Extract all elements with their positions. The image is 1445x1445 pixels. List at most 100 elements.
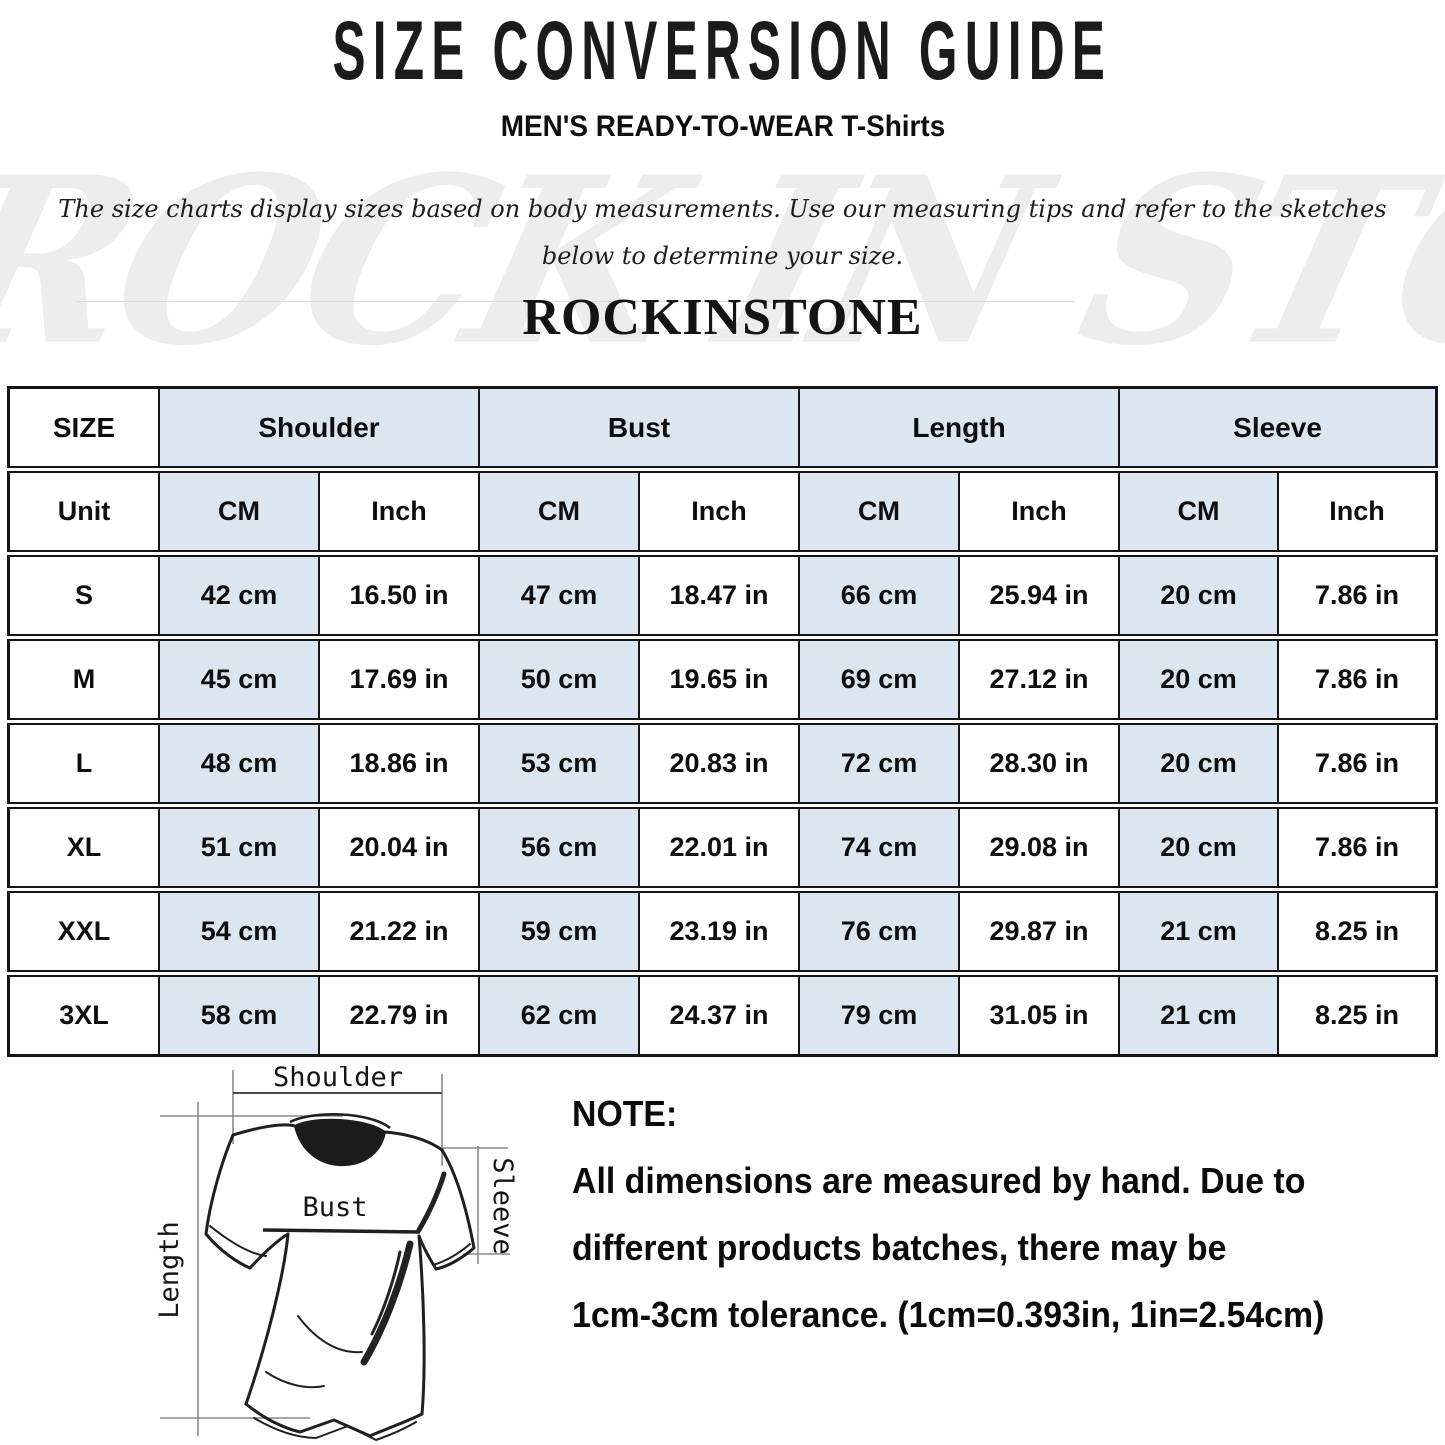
- size-label: XL: [7, 807, 160, 888]
- table-cell: 51 cm: [160, 807, 320, 888]
- unit-header-cm: CM: [800, 471, 961, 552]
- note-heading: NOTE:: [572, 1093, 678, 1134]
- table-cell: 20.83 in: [640, 723, 801, 804]
- table-row: S 42 cm 16.50 in 47 cm 18.47 in 66 cm 25…: [7, 555, 1439, 636]
- table-cell: 48 cm: [160, 723, 320, 804]
- table-cell: 8.25 in: [1279, 975, 1439, 1057]
- description-line-1: The size charts display sizes based on b…: [58, 195, 1387, 223]
- bust-measure-line: [262, 1228, 421, 1234]
- table-row: L 48 cm 18.86 in 53 cm 20.83 in 72 cm 28…: [7, 723, 1439, 804]
- table-cell: 17.69 in: [320, 639, 480, 720]
- table-cell: 56 cm: [480, 807, 640, 888]
- table-cell: 27.12 in: [960, 639, 1121, 720]
- length-label: Length: [154, 1221, 185, 1319]
- unit-header-inch: Inch: [640, 471, 801, 552]
- column-header-size: SIZE: [7, 386, 160, 468]
- bust-label: Bust: [302, 1192, 367, 1223]
- table-cell: 28.30 in: [960, 723, 1121, 804]
- table-cell: 20 cm: [1120, 555, 1280, 636]
- table-cell: 19.65 in: [640, 639, 801, 720]
- unit-header-cm: CM: [160, 471, 320, 552]
- table-cell: 20 cm: [1120, 807, 1280, 888]
- table-cell: 7.86 in: [1279, 723, 1439, 804]
- table-cell: 21 cm: [1120, 891, 1280, 972]
- size-label: XXL: [7, 891, 160, 972]
- table-cell: 50 cm: [480, 639, 640, 720]
- table-cell: 24.37 in: [640, 975, 801, 1057]
- column-header-length: Length: [800, 386, 1121, 468]
- unit-row-label: Unit: [7, 471, 160, 552]
- table-cell: 25.94 in: [960, 555, 1121, 636]
- column-header-bust: Bust: [480, 386, 801, 468]
- table-cell: 72 cm: [800, 723, 961, 804]
- collar-outer-line: [289, 1113, 391, 1130]
- measuring-description: The size charts display sizes based on b…: [0, 186, 1445, 280]
- table-cell: 59 cm: [480, 891, 640, 972]
- description-line-2: below to determine your size.: [541, 242, 904, 270]
- table-row: M 45 cm 17.69 in 50 cm 19.65 in 69 cm 27…: [7, 639, 1439, 720]
- note-section: NOTE: All dimensions are measured by han…: [572, 1080, 1324, 1348]
- table-row: XXL 54 cm 21.22 in 59 cm 23.19 in 76 cm …: [7, 891, 1439, 972]
- table-cell: 42 cm: [160, 555, 320, 636]
- table-cell: 54 cm: [160, 891, 320, 972]
- column-header-shoulder: Shoulder: [160, 386, 480, 468]
- unit-header-cm: CM: [1120, 471, 1280, 552]
- table-cell: 29.08 in: [960, 807, 1121, 888]
- unit-header-inch: Inch: [960, 471, 1121, 552]
- table-cell: 18.86 in: [320, 723, 480, 804]
- table-cell: 22.01 in: [640, 807, 801, 888]
- table-cell: 16.50 in: [320, 555, 480, 636]
- brand-name: ROCKINSTONE: [522, 289, 923, 346]
- table-cell: 79 cm: [800, 975, 961, 1057]
- table-cell: 74 cm: [800, 807, 961, 888]
- page-subtitle: MEN'S READY-TO-WEAR T-Shirts: [0, 110, 1445, 144]
- table-cell: 58 cm: [160, 975, 320, 1057]
- note-line-3: 1cm-3cm tolerance. (1cm=0.393in, 1in=2.5…: [572, 1294, 1325, 1335]
- table-cell: 66 cm: [800, 555, 961, 636]
- table-cell: 76 cm: [800, 891, 961, 972]
- table-cell: 8.25 in: [1279, 891, 1439, 972]
- subtitle-category: MEN'S READY-TO-WEAR: [500, 110, 834, 143]
- unit-header-inch: Inch: [320, 471, 480, 552]
- table-row-units: Unit CM Inch CM Inch CM Inch CM Inch: [7, 471, 1439, 552]
- note-line-1: All dimensions are measured by hand. Due…: [572, 1160, 1306, 1201]
- table-cell: 23.19 in: [640, 891, 801, 972]
- column-header-sleeve: Sleeve: [1120, 386, 1439, 468]
- unit-header-cm: CM: [480, 471, 640, 552]
- table-cell: 20 cm: [1120, 723, 1280, 804]
- size-label: M: [7, 639, 160, 720]
- table-cell: 18.47 in: [640, 555, 801, 636]
- table-cell: 47 cm: [480, 555, 640, 636]
- table-cell: 7.86 in: [1279, 807, 1439, 888]
- table-cell: 53 cm: [480, 723, 640, 804]
- table-cell: 69 cm: [800, 639, 961, 720]
- size-label: S: [7, 555, 160, 636]
- sleeve-label: Sleeve: [487, 1157, 518, 1255]
- size-conversion-table: SIZE Shoulder Bust Length Sleeve Unit CM…: [7, 383, 1439, 1060]
- unit-header-inch: Inch: [1279, 471, 1439, 552]
- table-cell: 31.05 in: [960, 975, 1121, 1057]
- table-cell: 21.22 in: [320, 891, 480, 972]
- table-row: 3XL 58 cm 22.79 in 62 cm 24.37 in 79 cm …: [7, 975, 1439, 1057]
- shoulder-label: Shoulder: [273, 1066, 403, 1093]
- page-title: SIZE CONVERSION GUIDE: [0, 4, 1445, 97]
- table-cell: 20.04 in: [320, 807, 480, 888]
- fold-shading: [265, 1171, 447, 1389]
- size-label: 3XL: [7, 975, 160, 1057]
- table-cell: 7.86 in: [1279, 639, 1439, 720]
- table-row: XL 51 cm 20.04 in 56 cm 22.01 in 74 cm 2…: [7, 807, 1439, 888]
- table-cell: 20 cm: [1120, 639, 1280, 720]
- tshirt-collar: [293, 1118, 387, 1167]
- tshirt-measurement-diagram: Shoulder Bust Length Sleeve: [154, 1066, 518, 1441]
- table-cell: 62 cm: [480, 975, 640, 1057]
- note-line-2: different products batches, there may be: [572, 1227, 1227, 1268]
- size-label: L: [7, 723, 160, 804]
- table-cell: 45 cm: [160, 639, 320, 720]
- divider-line: [75, 301, 1075, 302]
- tshirt-outline: [204, 1123, 476, 1441]
- table-cell: 29.87 in: [960, 891, 1121, 972]
- table-cell: 21 cm: [1120, 975, 1280, 1057]
- table-cell: 22.79 in: [320, 975, 480, 1057]
- page-title-text: SIZE CONVERSION GUIDE: [332, 5, 1113, 98]
